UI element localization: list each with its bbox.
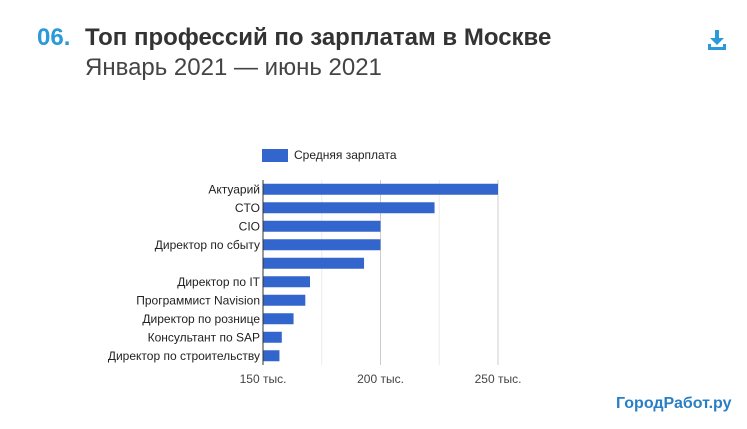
bar[interactable]	[263, 294, 306, 306]
category-label: Актуарий	[208, 182, 260, 196]
bar[interactable]	[263, 313, 294, 325]
category-label: Директор по IT	[177, 275, 260, 289]
download-icon-glyph	[708, 30, 726, 50]
bar[interactable]	[263, 331, 282, 343]
category-label: CTO	[235, 201, 260, 215]
x-tick-label: 250 тыс.	[475, 372, 522, 386]
legend-label: Средняя зарплата	[294, 148, 397, 162]
x-tick-label: 200 тыс.	[357, 372, 404, 386]
category-label: CIO	[239, 219, 260, 233]
category-label: Директор по сбыту	[155, 238, 260, 252]
chart-number: 06.	[37, 24, 71, 51]
category-label: Программист Navision	[136, 293, 260, 307]
bar[interactable]	[263, 257, 365, 269]
legend-swatch	[262, 148, 288, 162]
bar[interactable]	[263, 202, 435, 214]
chart-subtitle: Январь 2021 — июнь 2021	[85, 54, 382, 81]
bar[interactable]	[263, 276, 310, 288]
brand-logo: ГородРабот.ру	[616, 395, 732, 412]
download-icon[interactable]	[706, 28, 728, 52]
chart-legend: Средняя зарплата	[262, 148, 397, 162]
category-label: Директор по строительству	[108, 349, 260, 363]
bar[interactable]	[263, 239, 381, 251]
x-tick-label: 150 тыс.	[240, 372, 287, 386]
bar[interactable]	[263, 220, 381, 232]
category-label: Директор по рознице	[142, 312, 260, 326]
bar[interactable]	[263, 183, 498, 195]
chart-title: Топ профессий по зарплатам в Москве	[85, 24, 552, 51]
bar[interactable]	[263, 350, 280, 362]
category-label: Консультант по SAP	[148, 330, 260, 344]
